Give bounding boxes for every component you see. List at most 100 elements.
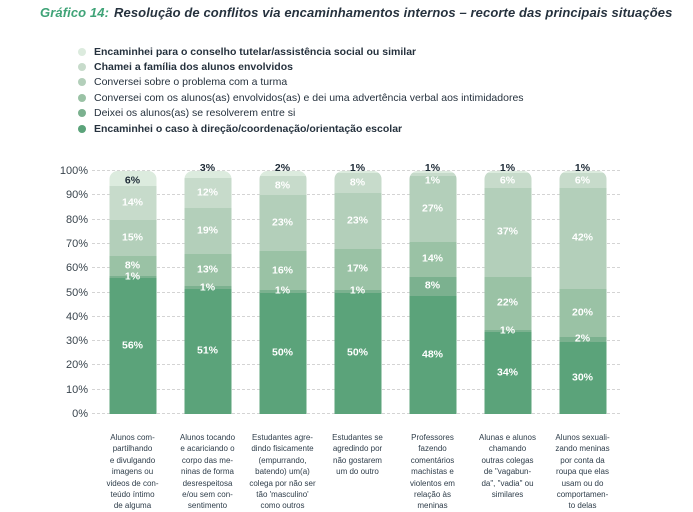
bar-segment: [484, 329, 531, 333]
bar-segment: [559, 341, 606, 414]
legend-dot-icon: [78, 63, 86, 72]
y-axis-label: 30%: [65, 335, 88, 348]
legend-item: Chamei a família dos alunos envolvidos: [78, 59, 524, 74]
y-axis-label: 20%: [65, 359, 88, 372]
x-axis-labels: Alunos com-partilhando e divulgando imagen…: [95, 432, 620, 512]
chart-title-text: Resolução de conflitos via encaminhament…: [114, 5, 673, 20]
legend-item: Conversei sobre o problema com a turma: [78, 75, 524, 90]
bar-segment: [109, 256, 156, 276]
legend-label: Encaminhei o caso à direção/coordenação/…: [94, 122, 403, 135]
bar: 50% 1% 16% 23% 8% 2%: [259, 163, 306, 414]
bar-segment: [484, 171, 531, 174]
bar-segment: [559, 173, 606, 188]
legend-label: Encaminhei para o conselho tutelar/assis…: [94, 45, 417, 58]
legend-dot-icon: [78, 47, 86, 56]
legend-label: Chamei a família dos alunos envolvidos: [94, 61, 293, 74]
bar-column: 34% 1% 22% 37% 6% 1%: [470, 163, 545, 414]
bar-segment: [184, 254, 231, 287]
legend-label: Conversei sobre o problema com a turma: [94, 76, 288, 89]
gridline: [92, 170, 620, 171]
x-axis-label: Professores fazendo comentários machistas e…: [410, 433, 455, 511]
bar-segment: [484, 332, 531, 414]
x-axis-label: Alunos tocando e acariciando o corpo das m…: [179, 433, 236, 511]
y-axis-label: 90%: [65, 189, 88, 202]
bar-segment: [259, 171, 306, 176]
bar-segment: [334, 248, 381, 291]
y-axis-label: 70%: [65, 237, 88, 250]
plot-area: 56% 1% 8% 15% 14% 6% 51% 1% 13% 19% 12% 3% 50% 1% 16% 2…: [92, 163, 620, 414]
bar-column: 50% 1% 17% 23% 8% 1%: [320, 163, 395, 414]
bar-column: 50% 1% 16% 23% 8% 2%: [245, 163, 320, 414]
bar-segment: [184, 178, 231, 208]
bar-segment: [484, 187, 531, 277]
bar-segment: [184, 288, 231, 414]
bar-fill: [409, 171, 456, 414]
legend: Encaminhei para o conselho tutelar/assis…: [78, 44, 524, 136]
chart-title-prefix: Gráfico 14:: [40, 5, 110, 20]
legend-item: Encaminhei para o conselho tutelar/assis…: [78, 44, 524, 59]
legend-item: Deixei os alunos(as) se resolverem entre…: [78, 106, 524, 121]
y-axis-label: 40%: [65, 310, 88, 323]
bar-segment: [409, 276, 456, 297]
bar-segment: [409, 242, 456, 277]
bar-segment: [109, 171, 156, 186]
y-axis-label: 10%: [65, 383, 88, 396]
bar-fill: [559, 171, 606, 414]
bar: 56% 1% 8% 15% 14% 6%: [109, 171, 156, 414]
bar-segment: [334, 290, 381, 293]
bar-segment: [559, 288, 606, 338]
bar-segment: [184, 171, 231, 179]
bar-segment: [334, 173, 381, 193]
bar-segment: [484, 173, 531, 188]
bar-segment: [334, 171, 381, 174]
bar: 51% 1% 13% 19% 12% 3%: [184, 163, 231, 414]
legend-label: Conversei com os alunos(as) envolvidos(a…: [94, 91, 524, 104]
y-axis: 100% 90% 80% 70% 60% 50% 40% 30% 20% 10% 0%: [30, 165, 88, 420]
y-axis-label: 100%: [59, 165, 88, 177]
bar-segment: [334, 292, 381, 414]
y-axis-label: 80%: [65, 213, 88, 226]
bar-segment: [559, 171, 606, 174]
bar-segment: [484, 276, 531, 330]
bar-segment: [109, 277, 156, 414]
chart-title: Gráfico 14: Resolução de conflitos via en…: [40, 5, 672, 20]
bars-container: 56% 1% 8% 15% 14% 6% 51% 1% 13% 19% 12% 3% 50% 1% 16% 2…: [95, 163, 620, 414]
bar-column: 48% 8% 14% 27% 1% 1%: [395, 163, 470, 414]
bar: 30% 2% 20% 42% 6% 1%: [559, 163, 606, 414]
bar-fill: [184, 171, 231, 414]
bar-column: 56% 1% 8% 15% 14% 6%: [95, 171, 170, 414]
bar-segment: [109, 275, 156, 278]
bar-column: 51% 1% 13% 19% 12% 3%: [170, 163, 245, 414]
y-axis-label: 60%: [65, 262, 88, 275]
bar: 50% 1% 17% 23% 8% 1%: [334, 163, 381, 414]
bar: 34% 1% 22% 37% 6% 1%: [484, 163, 531, 414]
legend-item: Encaminhei o caso à direção/coordenação/…: [78, 121, 524, 136]
legend-dot-icon: [78, 93, 86, 102]
x-axis-label: Estudantes agre-dindo fisicamente (empurr…: [249, 433, 316, 511]
legend-item: Conversei com os alunos(as) envolvidos(a…: [78, 90, 524, 105]
legend-dot-icon: [78, 78, 86, 87]
bar-segment: [109, 219, 156, 257]
bar-segment: [409, 173, 456, 176]
bar-segment: [559, 187, 606, 289]
x-axis-label: Estudantes se agredindo por não gostarem um…: [332, 433, 383, 477]
y-axis-label: 50%: [65, 286, 88, 299]
bar-segment: [184, 286, 231, 289]
bar-column: 30% 2% 20% 42% 6% 1%: [545, 163, 620, 414]
bar-segment: [259, 290, 306, 293]
bar-segment: [334, 192, 381, 249]
bar-segment: [559, 337, 606, 342]
bar-fill: [259, 171, 306, 414]
bar-segment: [259, 292, 306, 414]
bar-segment: [409, 296, 456, 414]
x-axis-label: Alunos sexuali-zando meninas por conta da…: [555, 433, 610, 511]
legend-dot-icon: [78, 109, 86, 118]
bar-segment: [109, 185, 156, 220]
legend-dot-icon: [78, 124, 86, 133]
x-axis-label: Alunas e alunos chamando outras colegas de …: [479, 433, 536, 500]
bar-fill: [484, 171, 531, 414]
bar-fill: [109, 171, 156, 414]
bar-segment: [259, 175, 306, 196]
bar-segment: [184, 207, 231, 255]
